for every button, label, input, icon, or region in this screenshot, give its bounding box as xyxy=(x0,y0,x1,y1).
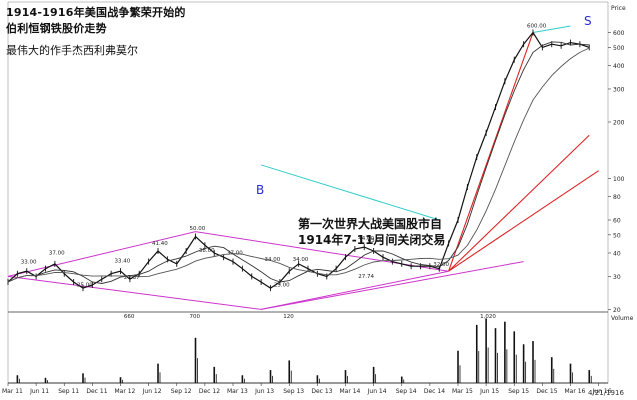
x-tick-label: Dec 13 xyxy=(311,388,332,395)
y-tick-label: 300 xyxy=(613,86,625,93)
x-tick-label: Dec 14 xyxy=(424,388,445,395)
x-tick-label: Mar 12 xyxy=(115,388,136,395)
closure-annotation: 第一次世界大战美国股市自 1914年7-11月间关闭交易 xyxy=(298,216,445,248)
price-point-label: 25.00 xyxy=(77,282,93,288)
x-tick-label: Jun 16 xyxy=(592,388,612,395)
price-point-label: 38.00 xyxy=(199,248,215,254)
bottom-right-text: 4/21/1916 xyxy=(588,389,624,397)
price-point-label: 34.00 xyxy=(265,257,281,263)
price-series xyxy=(7,29,590,292)
moving-average-long xyxy=(7,47,590,283)
volume-label: 1,020 xyxy=(480,314,496,320)
y-tick-label: 400 xyxy=(613,63,625,70)
basing-channel xyxy=(7,231,449,310)
x-tick-label: Jun 12 xyxy=(142,388,162,395)
y-tick-label: 80 xyxy=(613,194,621,201)
price-point-label: 33.40 xyxy=(115,259,131,265)
price-point-label: 25.00 xyxy=(274,282,290,288)
y-tick-label: 100 xyxy=(613,176,625,183)
volume-bars: 660 700 120 1,020 xyxy=(16,314,592,383)
x-tick-label: Jun 13 xyxy=(254,388,274,395)
x-tick-label: Mar 14 xyxy=(340,388,361,395)
cyan-line-s xyxy=(532,25,571,34)
y-tick-label: 40 xyxy=(613,250,621,257)
x-tick-label: Dec 15 xyxy=(536,388,557,395)
x-tick-label: Sep 14 xyxy=(396,388,417,395)
price-line xyxy=(7,31,590,289)
moving-average-short xyxy=(7,41,590,284)
y-tick-label: 200 xyxy=(613,119,625,126)
closure-annotation-line1: 第一次世界大战美国股市自 xyxy=(298,217,443,231)
y-axis-ticks: 600 500 400 300 200 100 80 60 50 40 30 20 Price Volum… xyxy=(608,5,634,322)
marker-s: S xyxy=(584,14,592,28)
price-point-label: 27.37 xyxy=(124,275,140,281)
volume-label: 660 xyxy=(124,314,135,320)
x-tick-label: Mar 11 xyxy=(2,388,23,395)
y-tick-label: 600 xyxy=(613,30,625,37)
channel-extension xyxy=(261,261,524,310)
price-point-label: 44.00 xyxy=(358,236,374,242)
price-point-label: 37.00 xyxy=(227,250,243,256)
x-tick-label: Mar 13 xyxy=(227,388,248,395)
y-tick-label: 60 xyxy=(613,217,621,224)
price-point-label: 32.00 xyxy=(433,262,449,268)
x-tick-label: Jun 11 xyxy=(29,388,49,395)
x-tick-label: Jun 14 xyxy=(367,388,387,395)
price-point-label: 43.00 xyxy=(368,238,384,244)
trend-lines xyxy=(448,32,599,272)
trend-channel xyxy=(7,231,524,310)
volume-label: 120 xyxy=(283,314,294,320)
price-point-label: 600.00 xyxy=(527,24,547,30)
x-tick-label: Mar 15 xyxy=(452,388,473,395)
x-tick-label: Jun 15 xyxy=(479,388,499,395)
red-trend-line xyxy=(448,134,590,272)
cyan-line-b xyxy=(260,164,440,221)
price-point-label: 34.00 xyxy=(293,257,309,263)
x-tick-label: Sep 13 xyxy=(283,388,304,395)
price-point-labels: 33.00 37.00 25.00 33.40 27.37 41.40 50.00 38.00… xyxy=(21,24,547,289)
x-tick-label: Sep 12 xyxy=(171,388,192,395)
volume-axis-label: Volume xyxy=(611,315,634,322)
volume-label: 700 xyxy=(190,314,201,320)
x-tick-label: Mar 16 xyxy=(565,388,586,395)
y-tick-label: 50 xyxy=(613,232,621,239)
x-tick-label: Dec 12 xyxy=(199,388,220,395)
x-tick-label: Sep 15 xyxy=(508,388,529,395)
chart-frame xyxy=(7,1,609,384)
price-point-label: 33.00 xyxy=(21,260,37,266)
chart-subtitle: 最伟大的作手杰西利弗莫尔 xyxy=(6,44,138,57)
red-trend-line xyxy=(448,170,599,272)
red-trend-line xyxy=(448,32,534,272)
price-point-label: 50.00 xyxy=(190,226,206,232)
closure-annotation-line2: 1914年7-11月间关闭交易 xyxy=(298,233,446,247)
y-tick-label: 20 xyxy=(613,307,621,314)
marker-b: B xyxy=(256,183,265,197)
y-tick-label: 500 xyxy=(613,45,625,52)
price-point-label: 41.40 xyxy=(152,241,168,247)
chart-title-line2: 伯利恒钢铁股价走势 xyxy=(6,22,107,35)
price-point-label: 37.00 xyxy=(49,250,65,256)
chart-title-line1: 1914-1916年美国战争繁荣开始的 xyxy=(6,6,186,19)
y-tick-label: 30 xyxy=(613,274,621,281)
cyan-lines xyxy=(260,25,571,221)
price-point-label: 27.74 xyxy=(358,274,374,280)
x-tick-label: Dec 11 xyxy=(86,388,107,395)
chart-grid xyxy=(7,1,609,384)
x-axis-ticks: Mar 11 Jun 11 Sep 11 Dec 11 Mar 12 Jun 12 Sep … xyxy=(2,383,612,395)
y-axis-label: Price xyxy=(611,5,626,12)
x-tick-label: Sep 11 xyxy=(58,388,79,395)
